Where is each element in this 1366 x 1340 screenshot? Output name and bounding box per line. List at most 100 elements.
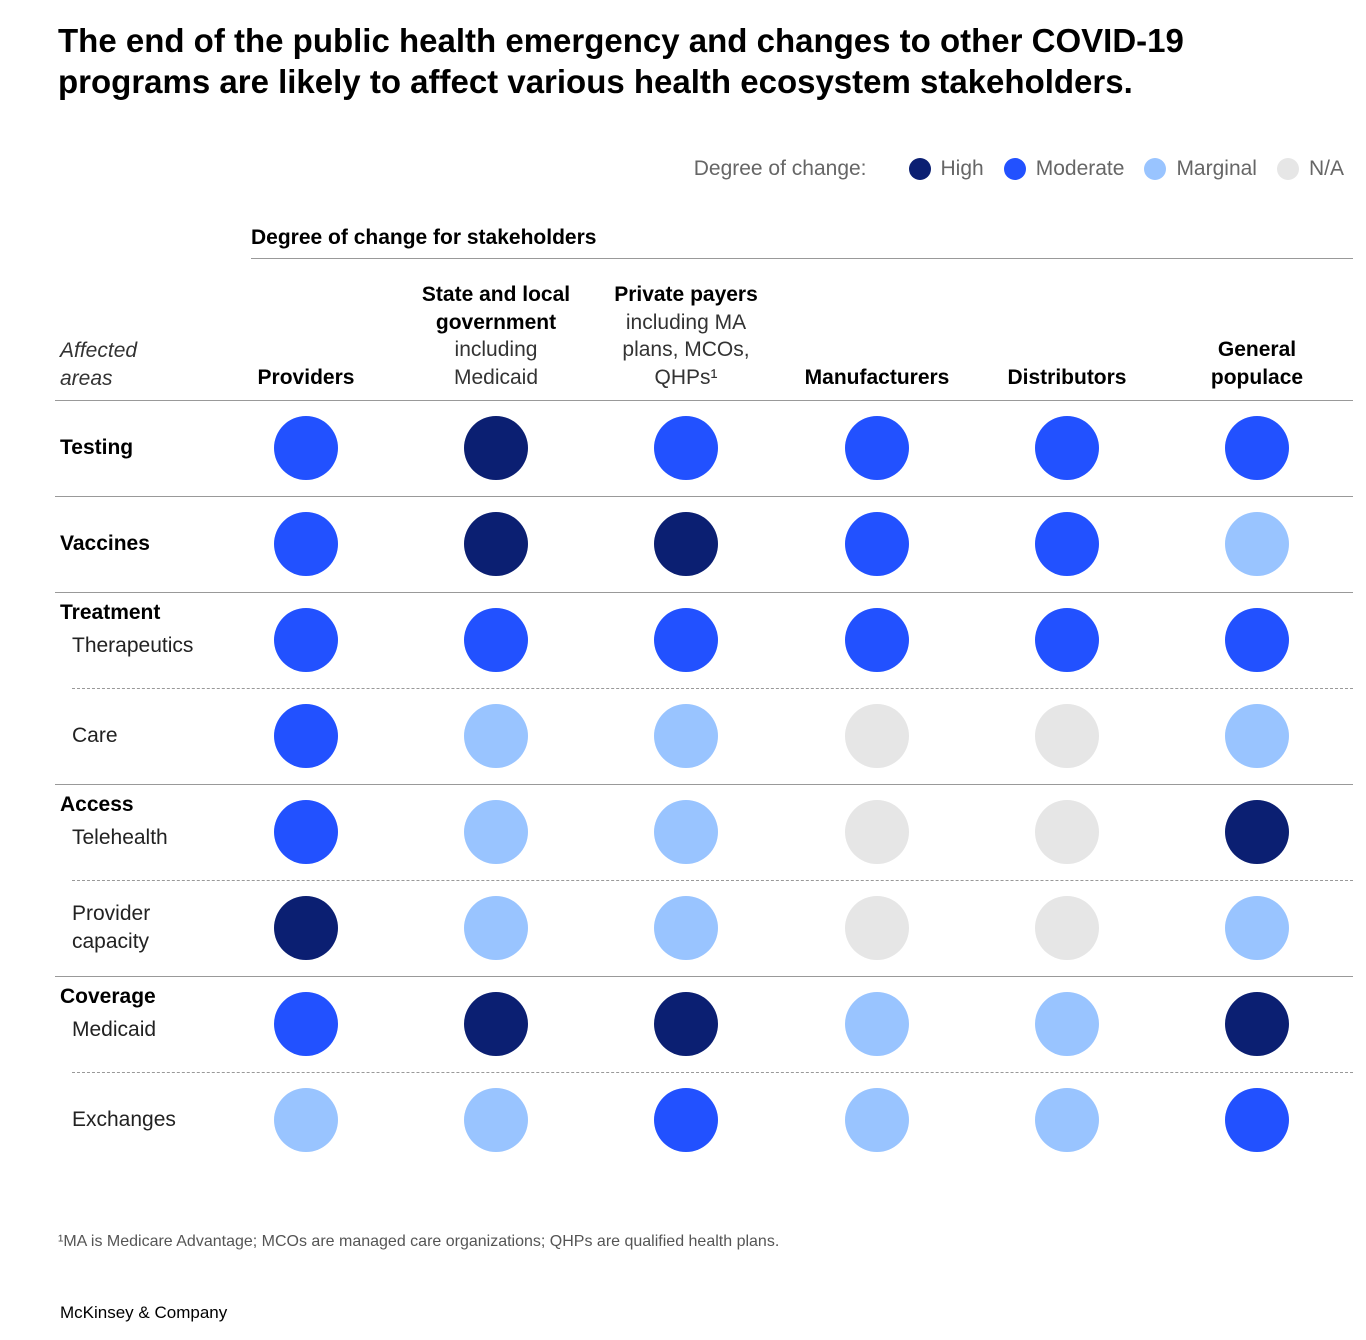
subrow-divider bbox=[72, 1072, 1353, 1073]
level-dot-moderate bbox=[274, 512, 338, 576]
footnote: ¹MA is Medicare Advantage; MCOs are mana… bbox=[58, 1233, 780, 1250]
level-dot-moderate bbox=[845, 608, 909, 672]
row-divider bbox=[55, 496, 1353, 497]
level-dot-marginal bbox=[1225, 704, 1289, 768]
row-divider bbox=[55, 400, 1353, 401]
column-header-title: Manufacturers bbox=[804, 365, 950, 389]
level-dot-marginal bbox=[274, 1088, 338, 1152]
legend-swatch-marginal bbox=[1144, 158, 1167, 180]
row-divider bbox=[55, 784, 1353, 785]
row-group-label: Testing bbox=[60, 436, 134, 459]
level-dot-marginal bbox=[654, 704, 718, 768]
column-header-subtitle: plans, MCOs, bbox=[622, 338, 750, 361]
row-axis-label-line1: Affected bbox=[60, 339, 138, 362]
legend-label-moderate: Moderate bbox=[1035, 157, 1125, 180]
row-sub-label: Telehealth bbox=[72, 826, 168, 849]
level-dot-moderate bbox=[1225, 416, 1289, 480]
level-dot-moderate bbox=[1035, 416, 1099, 480]
column-header-2: Private payers including MA plans, MCOs, QH… bbox=[586, 281, 786, 391]
legend-swatch-na bbox=[1276, 158, 1299, 180]
level-dot-high bbox=[464, 512, 528, 576]
column-header-title: State and local bbox=[421, 283, 571, 306]
level-dot-marginal bbox=[654, 800, 718, 864]
level-dot-high bbox=[464, 992, 528, 1056]
level-dot-moderate bbox=[654, 1088, 718, 1152]
level-dot-moderate bbox=[274, 704, 338, 768]
row-sub-label: Medicaid bbox=[72, 1018, 157, 1041]
level-dot-marginal bbox=[464, 896, 528, 960]
legend-title: Degree of change: bbox=[693, 157, 867, 180]
level-dot-na bbox=[1035, 800, 1099, 864]
level-dot-na bbox=[1035, 896, 1099, 960]
row-sub-label: Care bbox=[72, 724, 118, 747]
column-header-5: General populace bbox=[1157, 336, 1357, 391]
legend-label-na: N/A bbox=[1308, 157, 1344, 180]
stakeholder-group-label: Degree of change for stakeholders bbox=[251, 226, 597, 249]
level-dot-marginal bbox=[845, 1088, 909, 1152]
stakeholder-group-rule bbox=[251, 258, 1353, 259]
level-dot-high bbox=[654, 992, 718, 1056]
legend-label-high: High bbox=[940, 157, 984, 180]
row-group-label: Coverage bbox=[60, 985, 156, 1008]
row-label: Treatment Therapeutics bbox=[60, 599, 193, 660]
level-dot-moderate bbox=[1225, 1088, 1289, 1152]
subrow-divider bbox=[72, 688, 1353, 689]
chart-title: The end of the public health emergency a… bbox=[58, 22, 1184, 100]
row-axis-label: Affected areas bbox=[60, 337, 190, 393]
level-dot-moderate bbox=[274, 800, 338, 864]
row-label: Coverage Medicaid bbox=[60, 983, 156, 1044]
row-label: Provider capacity bbox=[72, 900, 172, 956]
row-axis-label-line2: areas bbox=[60, 367, 113, 390]
row-group-label: Access bbox=[60, 793, 134, 816]
legend-item-high: High bbox=[908, 157, 984, 181]
legend-label-marginal: Marginal bbox=[1176, 157, 1257, 180]
column-header-title: Private payers bbox=[614, 283, 758, 306]
level-dot-marginal bbox=[464, 1088, 528, 1152]
level-dot-moderate bbox=[1035, 512, 1099, 576]
level-dot-moderate bbox=[1035, 608, 1099, 672]
row-label: Access Telehealth bbox=[60, 791, 168, 852]
level-dot-marginal bbox=[1225, 512, 1289, 576]
legend-item-marginal: Marginal bbox=[1144, 157, 1257, 181]
legend-item-moderate: Moderate bbox=[1003, 157, 1125, 181]
level-dot-moderate bbox=[845, 512, 909, 576]
row-label: Exchanges bbox=[72, 1106, 176, 1134]
level-dot-na bbox=[845, 704, 909, 768]
column-header-title: Providers bbox=[257, 365, 355, 389]
row-label: Care bbox=[72, 722, 118, 750]
level-dot-marginal bbox=[464, 704, 528, 768]
level-dot-marginal bbox=[1035, 1088, 1099, 1152]
row-divider bbox=[55, 976, 1353, 977]
column-header-title: populace bbox=[1210, 365, 1304, 389]
row-label: Testing bbox=[60, 434, 133, 462]
level-dot-marginal bbox=[464, 800, 528, 864]
level-dot-moderate bbox=[274, 992, 338, 1056]
level-dot-moderate bbox=[464, 608, 528, 672]
level-dot-na bbox=[845, 896, 909, 960]
level-dot-high bbox=[274, 896, 338, 960]
row-group-label: Vaccines bbox=[60, 532, 150, 555]
row-sub-label: Therapeutics bbox=[72, 634, 194, 657]
column-header-subtitle: including bbox=[454, 338, 538, 361]
column-header-subtitle: QHPs¹ bbox=[654, 365, 718, 389]
legend: Degree of change: High Moderate Marginal… bbox=[694, 155, 1344, 183]
row-sub-label: Provider capacity bbox=[72, 902, 151, 953]
level-dot-high bbox=[654, 512, 718, 576]
column-header-0: Providers bbox=[206, 364, 406, 392]
column-header-subtitle: Medicaid bbox=[453, 365, 539, 389]
level-dot-moderate bbox=[274, 608, 338, 672]
source-credit: McKinsey & Company bbox=[60, 1303, 228, 1322]
level-dot-high bbox=[1225, 800, 1289, 864]
level-dot-moderate bbox=[654, 416, 718, 480]
level-dot-high bbox=[1225, 992, 1289, 1056]
subrow-divider bbox=[72, 880, 1353, 881]
level-dot-marginal bbox=[1225, 896, 1289, 960]
level-dot-moderate bbox=[1225, 608, 1289, 672]
level-dot-na bbox=[845, 800, 909, 864]
row-divider bbox=[55, 592, 1353, 593]
column-header-title: General bbox=[1217, 338, 1297, 361]
level-dot-marginal bbox=[1035, 992, 1099, 1056]
level-dot-moderate bbox=[845, 416, 909, 480]
legend-swatch-moderate bbox=[1003, 158, 1026, 180]
column-header-subtitle: including MA bbox=[625, 310, 747, 334]
